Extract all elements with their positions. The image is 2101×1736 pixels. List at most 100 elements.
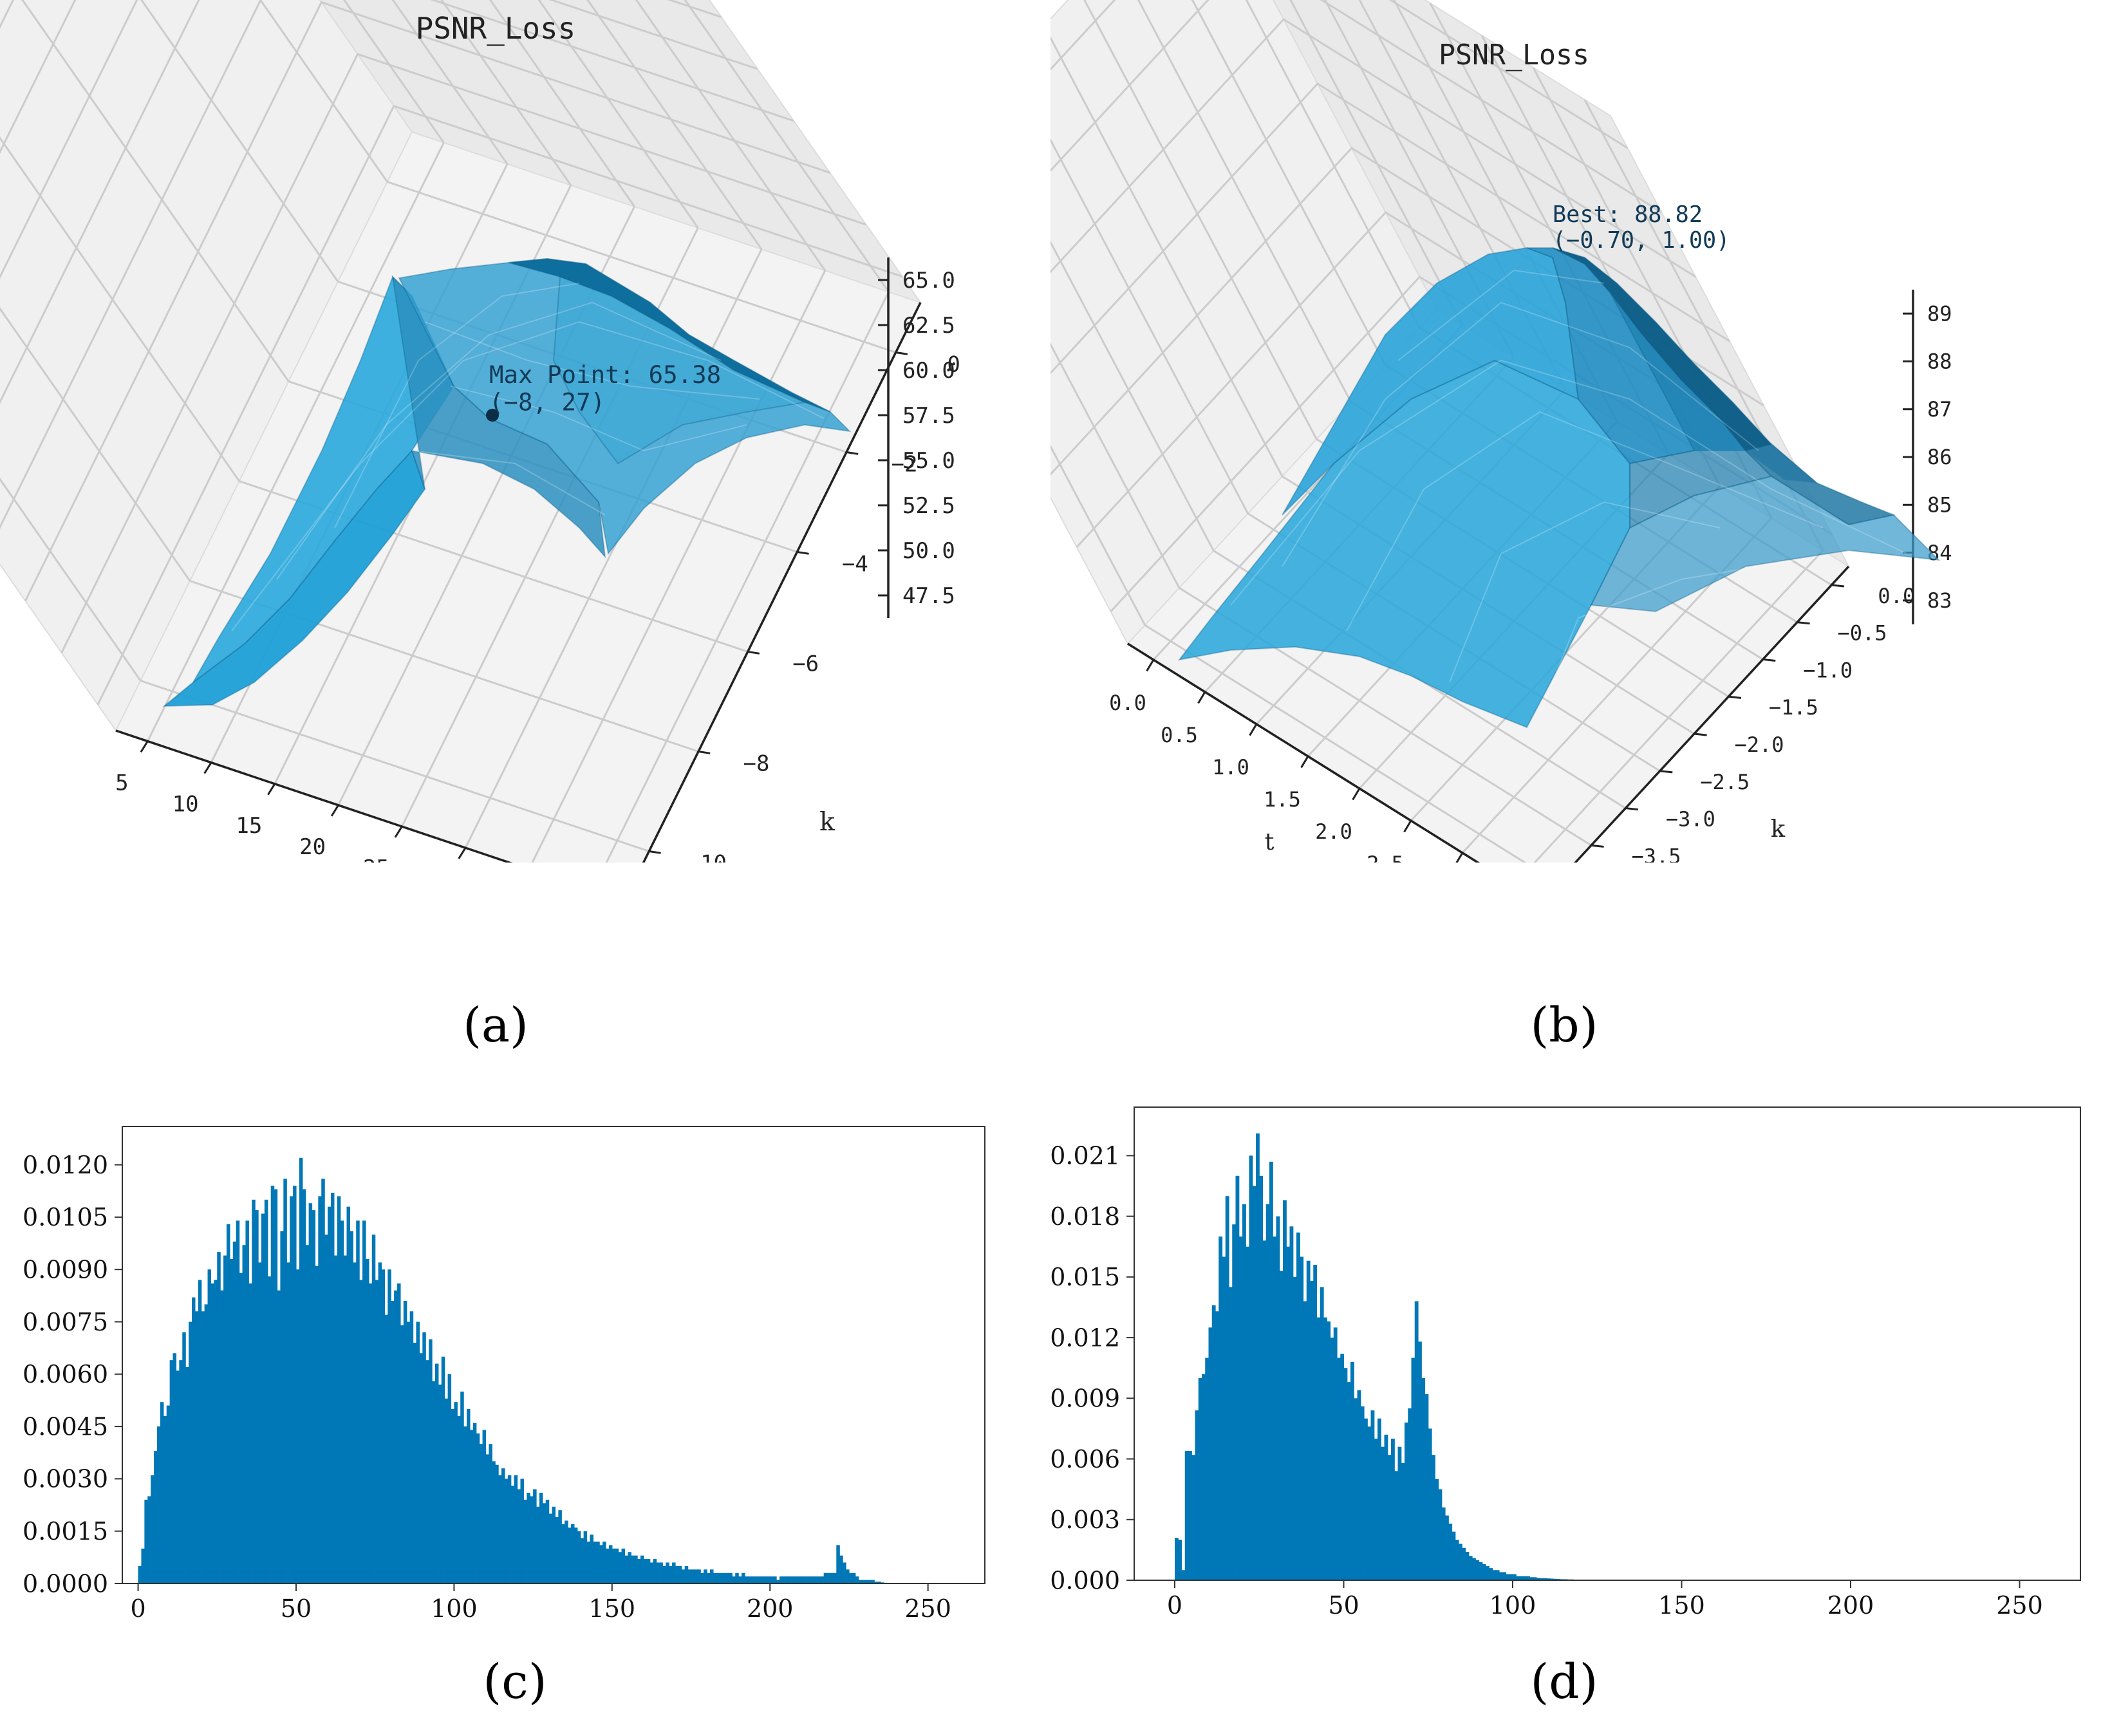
- histogram-bar: [350, 1231, 353, 1583]
- histogram-bar: [510, 1486, 515, 1583]
- x-tick-label: 0: [130, 1594, 145, 1623]
- histogram-bar: [425, 1360, 429, 1583]
- histogram-bar: [709, 1569, 714, 1583]
- surface-mesh-line: [1449, 501, 1721, 683]
- histogram-bar: [406, 1321, 411, 1583]
- histogram-bar: [198, 1280, 202, 1583]
- histogram-bar: [1428, 1428, 1432, 1580]
- histogram-bar: [839, 1555, 843, 1583]
- histogram-bar: [1249, 1155, 1253, 1580]
- histogram-bar: [672, 1562, 676, 1583]
- x-tick-label: 100: [431, 1594, 478, 1623]
- histogram-bar: [220, 1290, 224, 1583]
- histogram-bar: [166, 1405, 171, 1583]
- x-tick-label: 1.0: [1212, 755, 1249, 779]
- surface-patch: [552, 275, 807, 465]
- grid-line: [0, 0, 722, 279]
- x-tick: [203, 761, 212, 774]
- histogram-bar: [1411, 1358, 1415, 1580]
- histogram-bar: [533, 1489, 537, 1583]
- y-tick-label: 0.0105: [23, 1203, 108, 1231]
- y-tick-label: −1.5: [1769, 695, 1818, 720]
- y-tick-label: 0.003: [1050, 1506, 1120, 1534]
- histogram-bar: [542, 1503, 546, 1583]
- histogram-bar: [1374, 1439, 1378, 1580]
- histogram-bar: [321, 1179, 325, 1583]
- histogram-bar: [232, 1241, 237, 1583]
- histogram-bar: [1320, 1287, 1324, 1580]
- x-tick-label: 15: [236, 813, 262, 839]
- histogram-bar: [283, 1179, 287, 1583]
- y-tick-label: −4: [842, 552, 868, 577]
- histogram-d: 0.000 0.003 0.006 0.009 0.012 0.015 0.018 0.021…: [1050, 1106, 2081, 1619]
- x-tick: [330, 805, 339, 817]
- histogram-bar: [694, 1569, 698, 1583]
- grid-line: [140, 0, 339, 283]
- grid-line: [489, 0, 635, 207]
- grid-line: [537, 0, 699, 229]
- histogram-bar: [817, 1576, 821, 1583]
- x-tick: [1146, 659, 1155, 672]
- histogram-bar: [1184, 1450, 1189, 1580]
- histogram-bar: [864, 1580, 868, 1583]
- panel-b: 0.00.51.01.52.02.53.03.50.0−0.5−1.0−1.5−…: [1050, 0, 2101, 863]
- histogram-bar: [1472, 1558, 1476, 1580]
- histogram-bar: [732, 1576, 736, 1583]
- histogram-bar: [877, 1582, 881, 1583]
- histogram-bar: [1306, 1260, 1311, 1580]
- x-tick-label: 20: [299, 834, 326, 860]
- histogram-bar: [548, 1513, 553, 1583]
- grid-line: [0, 0, 794, 530]
- histogram-bar: [593, 1541, 597, 1583]
- histogram-bar: [621, 1548, 626, 1583]
- histogram-bar: [1289, 1226, 1294, 1580]
- y-tick-label: 0.0120: [23, 1151, 108, 1179]
- z-tick-label: 57.5: [902, 403, 955, 429]
- histogram-bar: [286, 1262, 290, 1583]
- histogram-bar: [207, 1269, 212, 1583]
- annotation-line-2: (−8, 27): [489, 388, 605, 416]
- caption-c: (c): [483, 1654, 547, 1710]
- histogram-bar: [429, 1339, 433, 1583]
- histogram-bar: [722, 1573, 727, 1583]
- histogram-bar: [814, 1576, 818, 1583]
- histogram-bar: [561, 1524, 565, 1583]
- histogram-bar: [337, 1196, 341, 1583]
- x-tick: [1352, 788, 1361, 801]
- chart-title: PSNR_Loss: [416, 11, 576, 46]
- histogram-bar: [1509, 1574, 1513, 1580]
- histogram-bar: [422, 1332, 426, 1583]
- histogram-bar: [362, 1220, 366, 1583]
- histogram-bar: [451, 1409, 454, 1583]
- histogram-bar: [463, 1426, 467, 1583]
- histogram-bar: [782, 1576, 787, 1583]
- caption-a: (a): [463, 998, 528, 1053]
- x-tick-label: 10: [173, 792, 199, 817]
- histogram-bar: [517, 1489, 521, 1583]
- histogram-bar: [151, 1475, 154, 1583]
- histogram-bar: [1445, 1515, 1449, 1580]
- plot-frame: [1134, 1106, 2081, 1581]
- z-tick-label: 87: [1927, 397, 1952, 422]
- histogram-bar: [826, 1573, 831, 1583]
- histogram-bar: [1401, 1462, 1405, 1580]
- histogram-bar: [194, 1311, 199, 1583]
- y-tick-label: 0.021: [1050, 1142, 1120, 1170]
- histogram-bar: [460, 1391, 464, 1583]
- grid-line: [605, 291, 890, 863]
- histogram-bar: [1486, 1566, 1489, 1580]
- histogram-bar: [836, 1545, 840, 1583]
- y-tick-label: −3.0: [1666, 807, 1715, 832]
- y-tick-label: −0.5: [1837, 621, 1887, 646]
- histogram-bar: [1465, 1552, 1470, 1580]
- y-tick: [1694, 733, 1707, 736]
- histogram-bar: [467, 1409, 471, 1583]
- histogram-bar: [852, 1573, 856, 1583]
- x-tick: [1197, 691, 1206, 704]
- y-tick-label: −2: [892, 452, 918, 478]
- histogram-bar: [1276, 1216, 1280, 1580]
- grid-line: [387, 181, 897, 353]
- histogram-bar: [333, 1255, 338, 1583]
- y-tick-label: −2.5: [1700, 770, 1750, 794]
- histogram-bar: [697, 1569, 701, 1583]
